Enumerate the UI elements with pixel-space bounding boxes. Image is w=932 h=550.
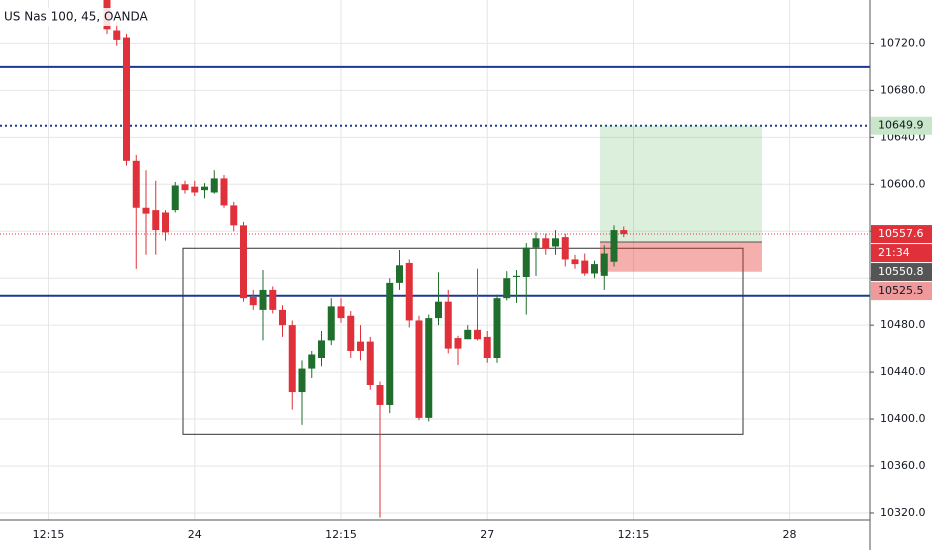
candle-body [435, 301, 442, 319]
candle-body [162, 212, 169, 233]
candle-body [220, 178, 228, 206]
candle-body [415, 320, 423, 418]
price-label: 10550.8 [878, 265, 924, 278]
candle-body [113, 30, 121, 40]
candle-body [201, 186, 208, 191]
price-label-bg [871, 225, 932, 244]
candle-body [132, 160, 140, 208]
candle-body [483, 336, 491, 359]
candle-body [405, 262, 413, 321]
candle-body [181, 184, 189, 191]
candle-body [123, 37, 130, 161]
candle-body [279, 309, 286, 326]
candle-body [327, 306, 335, 341]
candle-body [493, 298, 501, 359]
y-tick-label: 10680.0 [880, 83, 926, 96]
candle-body [318, 340, 325, 359]
x-tick-label: 28 [783, 528, 797, 541]
y-tick-label: 10600.0 [880, 177, 926, 190]
title-bg [2, 8, 152, 26]
candle-body [474, 329, 481, 340]
candle-body [386, 282, 394, 405]
price-label: 10649.9 [878, 119, 924, 132]
candle-body [396, 265, 403, 283]
price-label-bg [871, 244, 932, 263]
candle-body [444, 301, 452, 349]
candle-body [610, 230, 618, 262]
y-tick-label: 10320.0 [880, 506, 926, 519]
candle-body [513, 275, 520, 278]
candle-body [308, 354, 316, 369]
y-tick-label: 10360.0 [880, 459, 926, 472]
range-box [182, 247, 744, 435]
x-tick-label: 12:15 [325, 528, 357, 541]
candle-body [142, 207, 150, 214]
candle-body [542, 238, 550, 249]
price-label-bg [871, 282, 932, 301]
price-label: 10525.5 [878, 284, 924, 297]
x-tick-label: 24 [188, 528, 202, 541]
candle-body [240, 225, 247, 299]
candle-body [561, 237, 569, 260]
plot-area [0, 0, 870, 520]
candle-body [152, 210, 160, 231]
price-label: 21:34 [878, 246, 910, 259]
candle-body [600, 253, 608, 276]
candle-body [288, 325, 296, 393]
candle-body [425, 318, 433, 418]
price-label: 10557.6 [878, 227, 924, 240]
y-tick-label: 10480.0 [880, 318, 926, 331]
price-label-bg [871, 263, 932, 282]
candle-body [571, 259, 579, 265]
chart-title: US Nas 100, 45, OANDA [4, 10, 148, 24]
candle-body [522, 247, 530, 278]
x-tick-label: 12:15 [618, 528, 650, 541]
x-tick-label: 27 [480, 528, 494, 541]
candle-body [464, 329, 472, 340]
candle-body [376, 385, 384, 405]
y-tick-label: 10720.0 [880, 36, 926, 49]
candle-body [269, 289, 277, 310]
candle-body [249, 296, 257, 306]
y-tick-label: 10440.0 [880, 365, 926, 378]
candle-body [337, 306, 345, 319]
price-label-bg [871, 116, 932, 135]
candle-body [503, 278, 511, 299]
candle-body [581, 260, 589, 274]
candle-body [298, 368, 306, 393]
candle-body [347, 315, 355, 351]
candle-body [532, 238, 540, 248]
candle-body [259, 289, 267, 310]
x-tick-label: 12:15 [33, 528, 65, 541]
candle-body [191, 186, 199, 193]
candle-body [620, 230, 628, 235]
candle-body [357, 341, 364, 351]
y-tick-label: 10400.0 [880, 412, 926, 425]
candle-body [366, 341, 374, 386]
candle-body [552, 238, 559, 247]
candle-body [171, 185, 179, 211]
candle-body [454, 338, 462, 349]
loss-zone [600, 242, 762, 272]
candle-body [210, 178, 218, 193]
candle-body [230, 205, 238, 226]
candle-body [591, 264, 598, 274]
profit-zone [600, 125, 762, 243]
